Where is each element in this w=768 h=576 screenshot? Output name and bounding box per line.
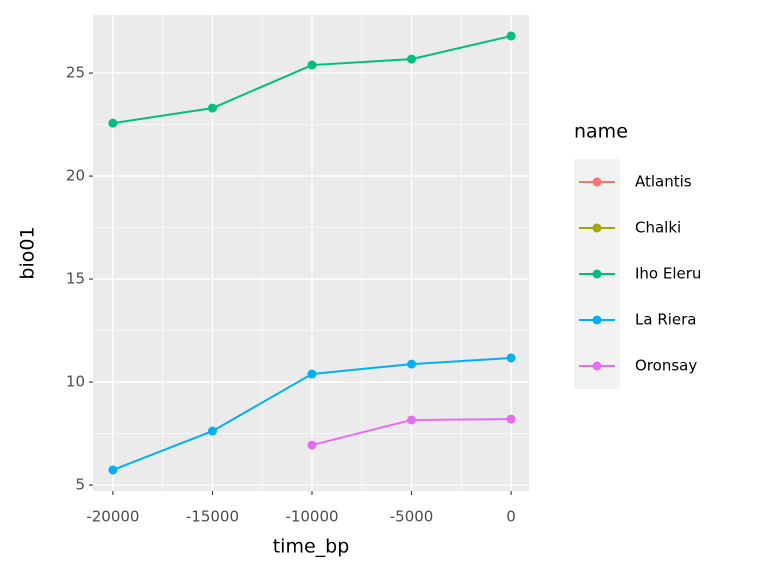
- legend-label: Oronsay: [635, 357, 697, 375]
- point: [506, 414, 516, 424]
- x-tick-label: -10000: [285, 508, 338, 526]
- legend-key-point: [592, 315, 602, 325]
- point: [207, 426, 217, 436]
- y-tick-label: 15: [66, 270, 85, 288]
- legend-key-point: [592, 223, 602, 233]
- point: [108, 465, 118, 475]
- y-tick-label: 5: [75, 476, 85, 494]
- point: [407, 415, 417, 425]
- y-tick-label: 20: [66, 167, 85, 185]
- x-tick-label: -5000: [390, 508, 434, 526]
- point: [407, 54, 417, 64]
- point: [407, 359, 417, 369]
- point: [506, 31, 516, 41]
- legend-key-point: [592, 177, 602, 187]
- legend-label: Chalki: [635, 219, 681, 237]
- point: [307, 369, 317, 379]
- x-tick-label: -20000: [86, 508, 139, 526]
- point: [207, 103, 217, 113]
- legend-label: Iho Eleru: [635, 265, 701, 283]
- panel: [93, 15, 529, 491]
- y-axis-title: bio01: [17, 226, 39, 279]
- y-tick-label: 10: [66, 373, 85, 391]
- point: [506, 353, 516, 363]
- y-tick-label: 25: [66, 64, 85, 82]
- point: [307, 440, 317, 450]
- x-tick-label: 0: [506, 508, 516, 526]
- legend-key-point: [592, 361, 602, 371]
- legend-label: Atlantis: [635, 173, 692, 191]
- point: [108, 118, 118, 128]
- legend-key-point: [592, 269, 602, 279]
- x-tick-label: -15000: [186, 508, 239, 526]
- legend-title: name: [574, 121, 628, 143]
- legend-label: La Riera: [635, 311, 697, 329]
- point: [307, 60, 317, 70]
- x-axis-title: time_bp: [273, 536, 350, 558]
